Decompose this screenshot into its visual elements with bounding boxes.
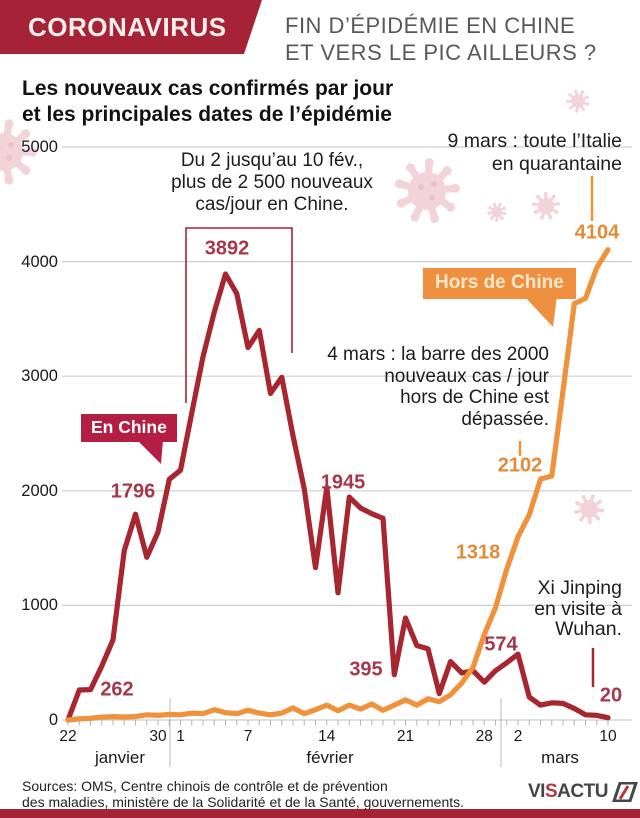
annotation-italy-line1: 9 mars : toute l’Italie	[447, 130, 623, 152]
y-axis-label-5000: 5000	[21, 138, 58, 156]
annotation-feb_range: Du 2 jusqu’au 10 fév., plus de 2 500 nouv…	[171, 150, 373, 216]
data-line-en-chine	[65, 271, 611, 723]
sources-text: Sources: OMS, Centre chinois de contrôle…	[22, 778, 464, 810]
sources-line1: Sources: OMS, Centre chinois de contrôle…	[22, 778, 388, 794]
visactu-logo: VI S ACTU	[528, 781, 638, 803]
sources-line2: des maladies, ministère de la Solidarité…	[22, 794, 465, 810]
y-axis-label-4000: 4000	[21, 252, 58, 271]
header-subtitle: FIN D’ÉPIDÉMIE EN CHINE ET VERS LE PIC A…	[285, 12, 597, 66]
logo-text-accent: S	[544, 781, 558, 802]
annotation-xi-line2: en visite à	[534, 597, 622, 620]
month-label-janvier: janvier	[94, 748, 146, 767]
annotation-mars4-line3: hors de Chine est	[400, 387, 549, 408]
bottom-accent-bar	[0, 809, 640, 818]
value-label-395: 395	[349, 658, 383, 681]
feb-range-bracket	[185, 227, 293, 403]
data-line-hors-de-chine	[65, 247, 611, 723]
y-axis-label-0: 0	[48, 711, 58, 729]
virus-icon	[487, 202, 507, 222]
value-label-2102: 2102	[497, 454, 543, 477]
value-label-574: 574	[484, 633, 518, 656]
brand-title: CORONAVIRUS	[28, 11, 227, 42]
annotation-xi-line3: Wuhan.	[555, 618, 622, 640]
x-axis-label-28: 28	[475, 728, 493, 745]
virus-icon	[531, 191, 560, 220]
virus-icon	[394, 158, 460, 224]
month-label-février: février	[306, 748, 354, 767]
value-label-4104: 4104	[574, 221, 620, 244]
month-label-mars: mars	[541, 748, 579, 767]
x-axis-label-22: 22	[59, 728, 77, 745]
annotation-feb_range-line3: cas/jour en Chine.	[195, 194, 349, 215]
value-label-20: 20	[599, 684, 623, 707]
x-axis-label-30: 30	[149, 728, 167, 745]
x-axis-label-21: 21	[396, 728, 415, 745]
page-title-line1: Les nouveaux cas confirmés par jour	[22, 77, 394, 100]
value-label-1796: 1796	[110, 480, 156, 503]
x-axis-label-7: 7	[243, 728, 253, 745]
value-label-262: 262	[100, 678, 134, 701]
page-title: Les nouveaux cas confirmés par jour et l…	[22, 76, 393, 128]
value-label-1318: 1318	[455, 541, 501, 564]
virus-icon	[0, 119, 38, 185]
annotation-xi-line1: Xi Jinping	[537, 577, 622, 599]
page-title-line2: et les principales dates de l’épidémie	[22, 103, 392, 126]
annotation-xi: Xi Jinping en visite à Wuhan.	[534, 578, 622, 640]
logo-text-part1: VI	[528, 781, 545, 802]
annotation-mars4-line2: nouveaux cas / jour	[384, 365, 549, 387]
series-label-en-chine: En Chine	[81, 414, 177, 442]
header-subtitle-line2: ET VERS LE PIC AILLEURS ?	[285, 40, 597, 65]
annotation-feb_range-line2: plus de 2 500 nouveaux	[171, 172, 373, 193]
virus-icon	[566, 89, 590, 113]
visactu-logo-mark	[612, 782, 638, 802]
annotation-feb_range-line1: Du 2 jusqu’au 10 fév.,	[180, 150, 364, 171]
annotation-mars4: 4 mars : la barre des 2000 nouveaux cas /…	[327, 344, 549, 430]
value-label-3892: 3892	[204, 237, 250, 260]
y-axis-label-2000: 2000	[21, 481, 58, 500]
y-axis-label-3000: 3000	[21, 367, 58, 386]
brand-banner: CORONAVIRUS	[0, 0, 262, 54]
y-axis-label-1000: 1000	[21, 596, 58, 615]
x-axis-label-2: 2	[513, 728, 523, 745]
en-chine-box-tail	[137, 440, 163, 464]
annotation-italy-line2: en quarantaine	[491, 153, 622, 175]
x-axis-label-1: 1	[176, 728, 185, 745]
x-axis-label-14: 14	[318, 728, 336, 745]
series-label-hors-de-chine: Hors de Chine	[423, 268, 576, 299]
hors-de-chine-box-tail	[523, 295, 557, 327]
value-label-1945: 1945	[320, 471, 366, 494]
annotation-mars4-line1: 4 mars : la barre des 2000	[327, 344, 549, 365]
annotation-italy: 9 mars : toute l’Italie en quarantaine	[448, 130, 623, 176]
virus-icon	[574, 494, 605, 525]
logo-text-part2: ACTU	[557, 781, 608, 802]
annotation-mars4-line4: dépassée.	[461, 408, 549, 430]
header-subtitle-line1: FIN D’ÉPIDÉMIE EN CHINE	[285, 13, 576, 38]
x-axis-label-10: 10	[599, 728, 617, 745]
